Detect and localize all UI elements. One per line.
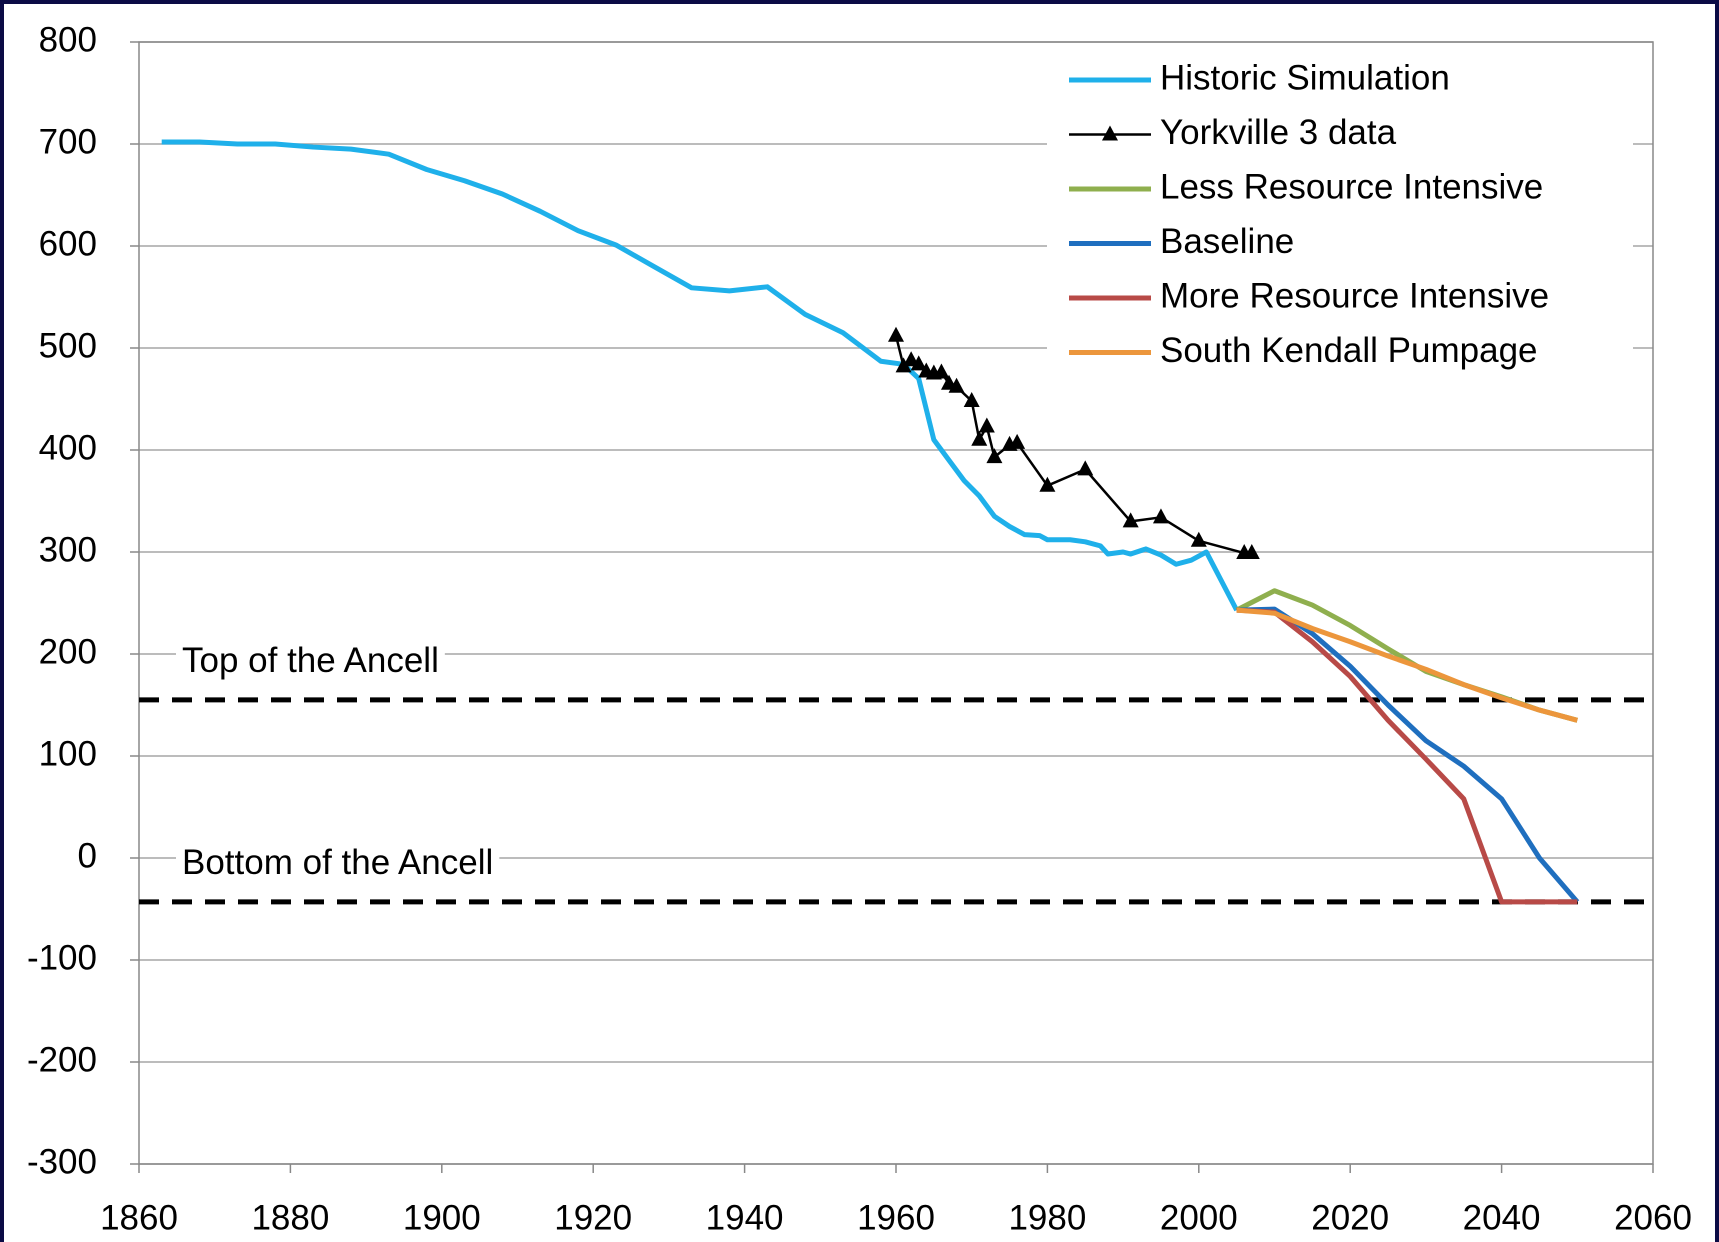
y-tick-label: 100 (39, 734, 97, 773)
legend-label: Baseline (1160, 222, 1294, 261)
data-point (888, 326, 904, 342)
y-tick-label: 400 (39, 428, 97, 467)
y-tick-label: 200 (39, 632, 97, 671)
label-background (176, 843, 500, 883)
reference-label: Bottom of the Ancell (182, 843, 493, 882)
series-line (1236, 607, 1578, 905)
x-tick-label: 1960 (857, 1198, 935, 1237)
legend-label: Yorkville 3 data (1160, 113, 1397, 152)
data-point (1122, 512, 1139, 528)
data-point (895, 357, 912, 373)
data-point (1152, 508, 1169, 524)
y-tick-label: 300 (39, 530, 97, 569)
legend-background (1047, 53, 1633, 378)
data-point (963, 392, 980, 408)
data-point (1039, 476, 1056, 492)
series-line (1236, 607, 1578, 723)
data-point (1243, 544, 1260, 560)
data-point (971, 430, 988, 446)
y-tick-label: -200 (27, 1040, 97, 1079)
x-tick-label: 2000 (1160, 1198, 1238, 1237)
data-point (933, 363, 950, 379)
x-tick-label: 1880 (251, 1198, 329, 1237)
y-tick-label: 600 (39, 224, 97, 263)
y-tick-label: -300 (27, 1142, 97, 1181)
legend-label: South Kendall Pumpage (1160, 331, 1538, 370)
x-tick-label: 1980 (1008, 1198, 1086, 1237)
legend-label: More Resource Intensive (1160, 276, 1549, 315)
legend-label: Historic Simulation (1160, 58, 1450, 97)
label-background (176, 641, 445, 681)
x-tick-label: 2040 (1463, 1198, 1541, 1237)
series-line (161, 139, 1239, 612)
reference-label: Top of the Ancell (182, 641, 439, 680)
legend-marker (1102, 125, 1118, 141)
x-tick-label: 1920 (554, 1198, 632, 1237)
data-point (1009, 433, 1026, 449)
data-point (948, 377, 965, 393)
x-tick-label: 2020 (1311, 1198, 1389, 1237)
data-point (1077, 460, 1094, 476)
x-tick-label: 2060 (1614, 1198, 1692, 1237)
y-tick-label: 800 (39, 20, 97, 59)
data-point (986, 448, 1003, 464)
data-point (1190, 531, 1207, 547)
x-tick-label: 1940 (706, 1198, 784, 1237)
y-tick-label: 700 (39, 122, 97, 161)
y-tick-label: -100 (27, 938, 97, 977)
legend-label: Less Resource Intensive (1160, 167, 1543, 206)
y-tick-label: 0 (78, 836, 97, 875)
data-point (910, 355, 927, 371)
data-point (978, 417, 995, 433)
y-tick-label: 500 (39, 326, 97, 365)
x-tick-label: 1900 (403, 1198, 481, 1237)
x-tick-label: 1860 (100, 1198, 178, 1237)
